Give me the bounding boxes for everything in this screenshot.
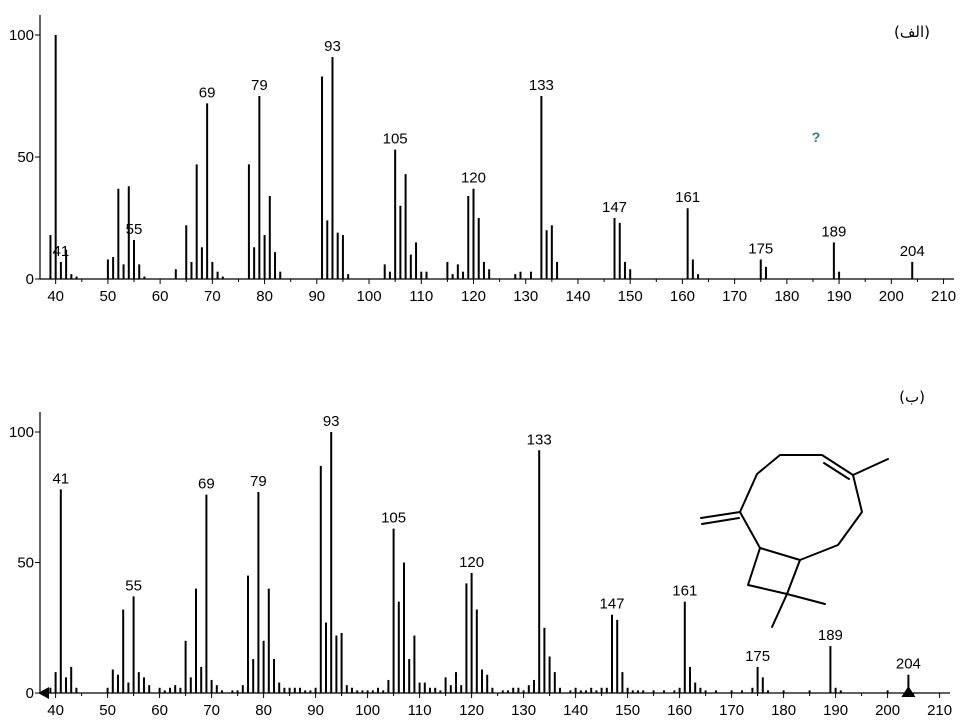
peak-label: 41	[53, 243, 70, 260]
peak-label: 189	[821, 223, 846, 240]
spectrum-panel-b: 0 50 100 40 50 60 70 80 90 100 110 120 130 140 150 160 1…	[9, 388, 952, 719]
x-tick-label: 190	[827, 288, 852, 305]
y-tick-label: 50	[17, 149, 34, 166]
peak-label: 105	[383, 131, 408, 148]
x-tick-label: 140	[565, 288, 590, 305]
peak-label: 161	[672, 583, 697, 600]
x-tick-label: 130	[513, 288, 538, 305]
peak-label: 147	[599, 596, 624, 613]
peak-label: 161	[675, 189, 700, 206]
peak-label: 204	[896, 656, 921, 673]
x-tick-label: 210	[927, 702, 952, 719]
spectrum-panel-a: 0 50 100 40 50 60 70 80 90 100 110 120 130 140 150 160 1…	[9, 15, 956, 305]
peak-label: 55	[126, 221, 143, 238]
x-tick-label: 160	[670, 288, 695, 305]
x-tick-label: 210	[931, 288, 956, 305]
x-tick-label: 80	[255, 702, 272, 719]
unknown-annotation: ?	[812, 129, 821, 145]
x-tick-label: 40	[47, 702, 64, 719]
x-tick-label: 120	[459, 702, 484, 719]
x-tick-label: 80	[256, 288, 273, 305]
x-tick-label: 160	[667, 702, 692, 719]
x-tick-label: 100	[357, 288, 382, 305]
peak-label: 79	[250, 473, 267, 490]
x-tick-label: 90	[307, 702, 324, 719]
x-tick-label: 110	[408, 702, 432, 719]
peak-label: 133	[527, 431, 552, 448]
y-tick-label: 100	[9, 27, 34, 44]
peak-label: 147	[602, 199, 627, 216]
peak-label: 93	[324, 38, 341, 55]
x-tick-label: 50	[100, 288, 117, 305]
x-tick-label: 170	[722, 288, 747, 305]
x-tick-label: 130	[511, 702, 536, 719]
peak-label: 120	[461, 170, 486, 187]
x-tick-label: 150	[618, 288, 643, 305]
peak-label: 120	[459, 554, 484, 571]
x-tick-label: 110	[409, 288, 433, 305]
peak-label: 55	[125, 577, 142, 594]
x-tick-label: 190	[823, 702, 848, 719]
x-tick-label: 70	[204, 288, 221, 305]
molecular-ion-marker	[901, 686, 916, 697]
x-tick-label: 60	[152, 288, 169, 305]
x-tick-label: 170	[719, 702, 744, 719]
x-tick-label: 150	[615, 702, 640, 719]
x-tick-label: 200	[875, 702, 900, 719]
x-tick-label: 90	[308, 288, 325, 305]
x-tick-label: 180	[774, 288, 799, 305]
peak-label: 93	[323, 413, 340, 430]
x-tick-label: 100	[355, 702, 380, 719]
x-tick-label: 50	[99, 702, 116, 719]
peak-label: 133	[529, 77, 554, 94]
peak-label: 79	[251, 77, 268, 94]
y-tick-label: 0	[26, 685, 34, 702]
x-tick-label: 120	[461, 288, 486, 305]
x-tick-label: 200	[879, 288, 904, 305]
x-tick-label: 70	[203, 702, 220, 719]
peak-label: 204	[900, 243, 925, 260]
peak-label: 189	[818, 627, 843, 644]
panel-label: (ب)	[899, 388, 925, 406]
panel-label: (الف)	[894, 23, 930, 41]
y-tick-label: 50	[17, 555, 34, 572]
peak-label: 69	[199, 84, 216, 101]
x-tick-label: 180	[771, 702, 796, 719]
peak-label: 105	[381, 510, 406, 527]
x-tick-label: 140	[563, 702, 588, 719]
left-scroll-arrow	[38, 687, 49, 699]
y-tick-label: 100	[9, 424, 34, 441]
x-tick-label: 60	[151, 702, 168, 719]
peak-label: 175	[745, 648, 770, 665]
y-tick-label: 0	[26, 271, 34, 288]
x-tick-label: 40	[47, 288, 64, 305]
peak-label: 69	[198, 476, 215, 493]
molecular-structure-drawing	[700, 454, 889, 628]
peak-label: 175	[748, 240, 773, 257]
peak-label: 41	[52, 470, 69, 487]
